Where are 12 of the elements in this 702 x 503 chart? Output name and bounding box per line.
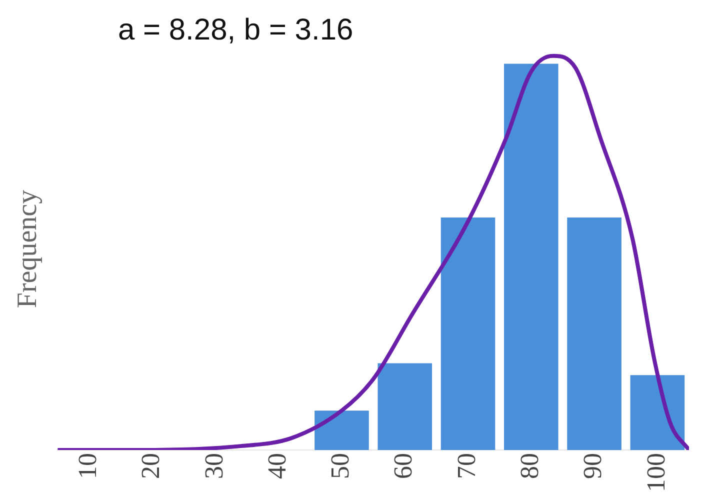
x-tick-label: 10 (73, 453, 102, 479)
x-tick-label: 60 (388, 453, 418, 479)
x-tick-label: 80 (514, 453, 544, 479)
x-tick-label: 70 (452, 453, 481, 479)
x-tick-label: 90 (578, 453, 608, 479)
x-tick-label: 30 (199, 453, 228, 479)
y-axis-title: Frequency (12, 190, 44, 308)
x-tick-label: 20 (136, 453, 166, 479)
x-tick-label: 50 (326, 453, 355, 479)
text: a = 8.28, b = 3.16 (118, 13, 354, 46)
x-tick-label: 100 (641, 453, 670, 492)
x-tick-label: 40 (262, 453, 292, 479)
